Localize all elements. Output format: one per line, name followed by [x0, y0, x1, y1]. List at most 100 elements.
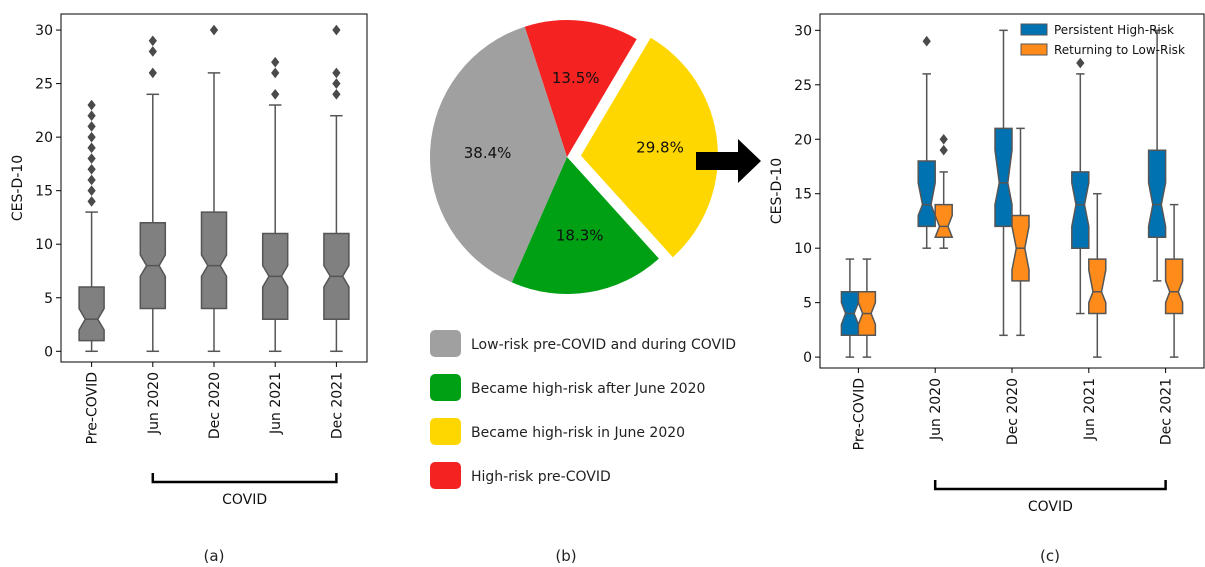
box-body — [994, 127, 1013, 228]
outlier-point — [87, 131, 96, 143]
x-tick-label: Pre-COVID — [851, 378, 867, 450]
outlier-point — [148, 67, 157, 79]
x-tick-label: Jun 2021 — [1082, 378, 1098, 441]
outlier-point — [939, 144, 948, 156]
y-axis-label: CES-D-10 — [769, 158, 785, 224]
pie-slice-3 — [524, 20, 637, 158]
box-series-1 — [139, 35, 167, 353]
panel-b-pie-chart: 13.5% 29.8% 18.3% 38.4% Low-risk pre-COVID a… — [429, 20, 736, 489]
outlier-point — [87, 121, 96, 132]
pie-legend-swatch — [430, 462, 461, 489]
outlier-point — [332, 88, 341, 100]
box-series-2 — [200, 24, 228, 353]
pie-slice-label: 29.8% — [636, 139, 684, 157]
box-body — [1164, 258, 1184, 315]
pie-legend-label: Low-risk pre-COVID and during COVID — [471, 337, 736, 353]
arrow-icon — [696, 139, 761, 183]
y-tick-label: 25 — [794, 78, 812, 94]
y-tick-label: 25 — [35, 77, 53, 93]
pie-legend-label: High-risk pre-COVID — [471, 469, 611, 485]
legend-label: Returning to Low-Risk — [1054, 43, 1185, 57]
x-tick-label: Dec 2020 — [1005, 378, 1021, 445]
outlier-point — [271, 88, 280, 100]
outlier-point — [87, 196, 96, 207]
y-tick-label: 10 — [794, 241, 812, 257]
y-tick-label: 0 — [44, 344, 53, 360]
outlier-point — [332, 78, 341, 89]
legend-swatch — [1020, 43, 1048, 56]
panel-a-boxplot: 0 5 10 15 20 25 30 CES-D-10 Pre-COVID Jun 2020 Dec… — [10, 13, 368, 508]
outlier-point — [271, 56, 280, 68]
box-body — [1088, 258, 1107, 315]
pie-legend-swatch — [430, 330, 461, 357]
pie-slice-label: 13.5% — [552, 69, 600, 87]
outlier-point — [87, 163, 96, 175]
box-persistent-high-risk-4 — [1147, 29, 1167, 282]
covid-bracket — [151, 473, 338, 484]
pie-legend-swatch — [430, 418, 461, 445]
outlier-point — [87, 99, 96, 111]
outlier-point — [148, 35, 157, 47]
x-tick-label: Pre-COVID — [85, 372, 101, 444]
outlier-point — [148, 46, 157, 57]
box-persistent-high-risk-2 — [994, 29, 1013, 337]
box-body — [1071, 171, 1090, 249]
x-tick-label: Dec 2021 — [329, 372, 345, 439]
pie-legend-label: Became high-risk in June 2020 — [471, 425, 685, 441]
box-returning-to-low-risk-0 — [857, 258, 877, 358]
y-tick-label: 15 — [794, 187, 812, 203]
x-tick-label: Jun 2021 — [268, 372, 284, 435]
y-tick-label: 30 — [794, 23, 812, 39]
box-body — [934, 203, 954, 239]
box-persistent-high-risk-0 — [840, 258, 860, 358]
x-tick-label: Dec 2021 — [1159, 378, 1175, 445]
y-tick-label: 20 — [794, 132, 812, 148]
y-axis-label: CES-D-10 — [10, 155, 26, 221]
box-persistent-high-risk-3 — [1071, 57, 1090, 315]
pie-legend-label: Became high-risk after June 2020 — [471, 381, 705, 397]
covid-group-label: COVID — [1028, 499, 1073, 515]
x-tick-label: Jun 2020 — [928, 378, 944, 441]
legend-label: Persistent High-Risk — [1054, 23, 1174, 37]
box-returning-to-low-risk-3 — [1088, 192, 1107, 358]
outlier-point — [332, 24, 341, 36]
outlier-point — [332, 67, 341, 79]
y-tick-label: 10 — [35, 237, 53, 253]
box-body — [917, 160, 936, 228]
box-series-0 — [78, 99, 105, 353]
box-persistent-high-risk-1 — [917, 35, 936, 249]
box-returning-to-low-risk-1 — [934, 133, 954, 249]
plot-frame — [819, 13, 1205, 369]
outlier-point — [939, 133, 948, 145]
outlier-point — [87, 174, 96, 186]
x-tick-label: Dec 2020 — [207, 372, 223, 439]
box-body — [200, 211, 228, 310]
box-series-4 — [323, 24, 350, 353]
outlier-point — [87, 110, 96, 122]
box-body — [78, 286, 105, 342]
legend-swatch — [1020, 23, 1048, 36]
caption-b: (b) — [555, 547, 576, 565]
covid-group-label: COVID — [222, 492, 267, 508]
covid-bracket — [933, 480, 1167, 491]
y-tick-label: 5 — [803, 296, 812, 312]
box-body — [1147, 149, 1167, 239]
outlier-point — [922, 35, 931, 47]
pie-slice-0 — [429, 26, 567, 283]
pie-slice-2 — [580, 37, 718, 258]
y-tick-label: 20 — [35, 130, 53, 146]
outlier-point — [271, 67, 280, 79]
y-tick-label: 5 — [44, 291, 53, 307]
outlier-point — [209, 24, 219, 36]
x-tick-label: Jun 2020 — [146, 372, 162, 435]
box-returning-to-low-risk-4 — [1164, 203, 1184, 358]
y-tick-label: 30 — [35, 23, 53, 39]
caption-c: (c) — [1040, 547, 1060, 565]
outlier-point — [87, 142, 96, 154]
pie-slice-label: 38.4% — [464, 144, 512, 162]
outlier-point — [1076, 57, 1085, 69]
box-series-3 — [261, 56, 289, 353]
y-tick-label: 0 — [803, 350, 812, 366]
box-returning-to-low-risk-2 — [1011, 127, 1030, 337]
outlier-point — [87, 185, 96, 196]
